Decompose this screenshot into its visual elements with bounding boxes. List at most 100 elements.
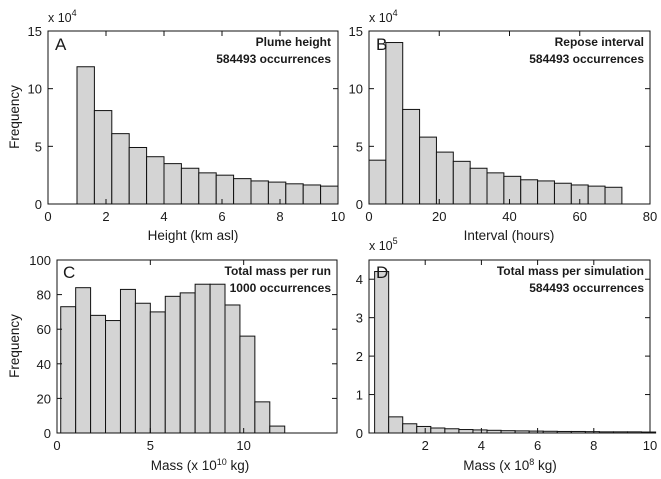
y-tick-label: 3 bbox=[356, 311, 363, 326]
bar-b-6 bbox=[469, 167, 488, 205]
x-axis-label-b: Interval (hours) bbox=[464, 228, 555, 243]
annotation-title-c: Total mass per run bbox=[225, 264, 331, 278]
x-tick-label: 10 bbox=[643, 438, 657, 453]
y-tick-label: 0 bbox=[356, 426, 363, 441]
x-tick-label: 6 bbox=[218, 209, 225, 224]
x-tick-label: 0 bbox=[365, 209, 372, 224]
annotation-title-b: Repose interval bbox=[555, 35, 644, 49]
bar-b-14 bbox=[604, 186, 623, 205]
x-tick-label: 80 bbox=[643, 209, 657, 224]
ticks-d: 2 4 6 8 10 0 1 2 3 4 bbox=[356, 260, 657, 453]
y-tick-label: 80 bbox=[37, 288, 51, 303]
y-tick-label: 5 bbox=[356, 139, 363, 154]
bar-d-4 bbox=[430, 427, 446, 434]
bars-d bbox=[374, 271, 657, 434]
x-axis-label-c: Mass (x 1010 kg) bbox=[151, 457, 250, 473]
bar-c-8 bbox=[179, 292, 196, 434]
y-tick-label: 5 bbox=[35, 139, 42, 154]
y-tick-label: 15 bbox=[28, 24, 42, 39]
bar-b-4 bbox=[435, 151, 454, 205]
bar-c-3 bbox=[105, 320, 121, 434]
y-tick-label: 100 bbox=[29, 253, 51, 268]
y-exponent-a: x 104 bbox=[48, 8, 77, 25]
y-tick-label: 0 bbox=[356, 197, 363, 212]
ticks-a: 0 2 4 6 8 10 0 5 10 15 bbox=[28, 24, 346, 224]
bar-c-10 bbox=[209, 283, 226, 434]
y-tick-label: 20 bbox=[37, 391, 51, 406]
y-exponent-d: x 105 bbox=[369, 236, 398, 253]
bar-a-11 bbox=[267, 181, 287, 205]
x-tick-label: 5 bbox=[147, 438, 154, 453]
annotation-count-c: 1000 occurrences bbox=[230, 281, 332, 295]
y-tick-label: 0 bbox=[44, 426, 51, 441]
ticks-b: 0 20 40 60 80 0 5 10 15 bbox=[349, 24, 658, 224]
bar-c-9 bbox=[194, 283, 211, 434]
bars-a bbox=[76, 66, 339, 205]
annotation-title-d: Total mass per simulation bbox=[497, 264, 644, 278]
bar-c-0 bbox=[60, 306, 77, 434]
x-tick-label: 4 bbox=[160, 209, 167, 224]
bar-d-5 bbox=[444, 428, 460, 434]
bar-a-0 bbox=[76, 66, 95, 205]
y-exponent-b: x 104 bbox=[369, 8, 398, 25]
x-tick-label: 6 bbox=[534, 438, 541, 453]
panel-letter-c: C bbox=[63, 263, 75, 282]
panel-letter-a: A bbox=[55, 35, 67, 54]
y-tick-label: 10 bbox=[28, 82, 42, 97]
x-tick-label: 2 bbox=[422, 438, 429, 453]
bar-b-11 bbox=[553, 182, 572, 205]
bar-a-10 bbox=[250, 180, 269, 205]
bar-b-2 bbox=[402, 108, 421, 205]
panel-a: x 104 0 2 4 6 8 10 0 5 10 15 A Plume height 58449… bbox=[7, 8, 345, 243]
y-tick-label: 40 bbox=[37, 357, 51, 372]
bar-b-7 bbox=[486, 172, 505, 205]
y-tick-label: 10 bbox=[349, 82, 363, 97]
plot-frame-c bbox=[56, 259, 338, 434]
bar-a-14 bbox=[320, 185, 339, 205]
y-axis-label-a: Frequency bbox=[7, 85, 22, 149]
x-tick-label: 10 bbox=[331, 209, 345, 224]
panel-letter-b: B bbox=[376, 35, 387, 54]
y-tick-label: 2 bbox=[356, 349, 363, 364]
bar-c-11 bbox=[224, 304, 241, 434]
x-tick-label: 8 bbox=[590, 438, 597, 453]
bar-a-7 bbox=[198, 172, 217, 205]
bar-d-6 bbox=[458, 429, 474, 434]
x-tick-label: 0 bbox=[53, 438, 60, 453]
bar-c-1 bbox=[75, 287, 92, 434]
bar-b-5 bbox=[452, 160, 471, 205]
bar-b-0 bbox=[368, 159, 387, 205]
bar-a-8 bbox=[215, 174, 235, 205]
y-tick-label: 4 bbox=[356, 272, 363, 287]
bar-b-8 bbox=[503, 175, 522, 205]
panel-letter-d: D bbox=[376, 263, 388, 282]
bar-d-1 bbox=[388, 416, 404, 434]
x-tick-label: 10 bbox=[236, 438, 250, 453]
plot-frame-d bbox=[368, 259, 651, 434]
x-tick-label: 4 bbox=[478, 438, 485, 453]
bar-b-3 bbox=[419, 136, 437, 205]
bar-b-13 bbox=[587, 185, 606, 205]
x-tick-label: 0 bbox=[44, 209, 51, 224]
bars-c bbox=[60, 283, 286, 434]
bar-c-14 bbox=[269, 425, 286, 434]
x-tick-label: 8 bbox=[276, 209, 283, 224]
annotation-count-b: 584493 occurrences bbox=[529, 52, 644, 66]
annotation-title-a: Plume height bbox=[256, 35, 331, 49]
bar-a-12 bbox=[285, 183, 304, 205]
x-tick-label: 60 bbox=[573, 209, 587, 224]
bar-c-7 bbox=[164, 295, 181, 434]
bar-d-2 bbox=[402, 423, 418, 434]
x-axis-label-d: Mass (x 108 kg) bbox=[463, 457, 557, 473]
x-tick-label: 40 bbox=[502, 209, 516, 224]
bar-a-1 bbox=[93, 110, 113, 205]
x-tick-label: 20 bbox=[432, 209, 446, 224]
plot-frame-a bbox=[47, 30, 339, 205]
annotation-count-a: 584493 occurrences bbox=[216, 52, 331, 66]
bar-b-1 bbox=[385, 42, 404, 205]
y-tick-label: 1 bbox=[356, 388, 363, 403]
panel-d: x 105 2 4 6 8 10 0 1 2 3 4 D Total mass per simul… bbox=[356, 236, 657, 473]
